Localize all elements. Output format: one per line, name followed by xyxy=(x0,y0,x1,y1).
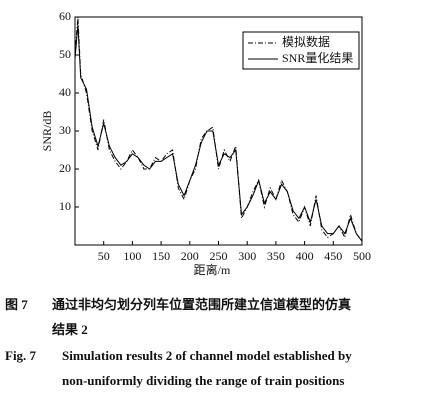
y-tick-label: 10 xyxy=(59,199,71,213)
series-line xyxy=(74,24,363,242)
legend-box xyxy=(242,31,360,70)
x-axis-label: 距离/m xyxy=(194,262,231,277)
caption-en-line: Simulation results 2 of channel model es… xyxy=(62,348,352,363)
x-tick-label: 50 xyxy=(98,249,110,263)
caption-cn-label: 图 7 xyxy=(5,297,28,312)
legend-label: SNR量化结果 xyxy=(282,51,353,65)
x-tick-label: 100 xyxy=(123,249,141,263)
caption-cn-line: 通过非均匀划分列车位置范围所建立信道模型的仿真 xyxy=(52,297,351,312)
y-tick-label: 40 xyxy=(59,85,71,99)
caption-cn-line: 结果 2 xyxy=(52,322,88,337)
x-tick-label: 450 xyxy=(324,249,342,263)
caption-en-label: Fig. 7 xyxy=(5,348,37,363)
x-tick-label: 150 xyxy=(152,249,170,263)
x-tick-label: 500 xyxy=(353,249,371,263)
x-tick-label: 350 xyxy=(267,249,285,263)
y-tick-label: 60 xyxy=(59,9,71,23)
caption-en-line: non-uniformly dividing the range of trai… xyxy=(62,373,344,388)
legend-label: 模拟数据 xyxy=(282,34,330,49)
y-axis-label: SNR/dB xyxy=(40,111,54,152)
x-tick-label: 400 xyxy=(296,249,314,263)
x-tick-label: 200 xyxy=(181,249,199,263)
y-tick-label: 20 xyxy=(59,161,71,175)
y-tick-label: 50 xyxy=(59,47,71,61)
x-tick-label: 300 xyxy=(238,249,256,263)
y-tick-label: 30 xyxy=(59,123,71,137)
x-tick-label: 250 xyxy=(210,249,228,263)
